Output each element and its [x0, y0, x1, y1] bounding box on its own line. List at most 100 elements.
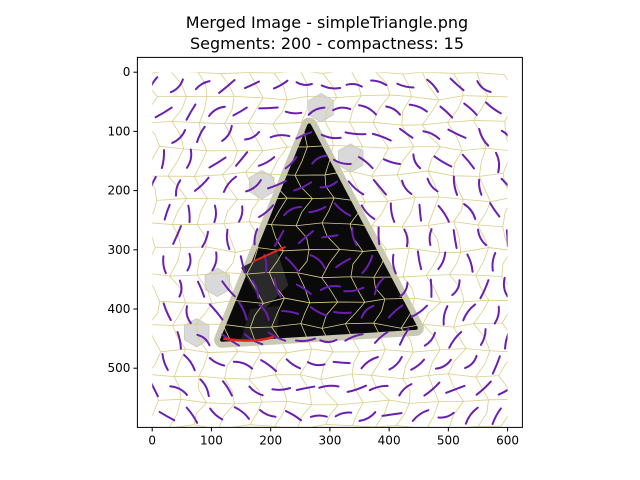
- red-line-upper: [252, 245, 286, 263]
- flow-stroke-13: [476, 80, 492, 93]
- flow-stroke-180: [423, 381, 441, 397]
- flow-stroke-125: [479, 279, 490, 300]
- flow-stroke-172: [221, 380, 233, 397]
- flow-stroke-74: [238, 205, 244, 223]
- flow-stroke-116: [251, 279, 260, 299]
- flow-stroke-190: [309, 414, 328, 418]
- flow-stroke-127: [162, 302, 172, 322]
- flow-stroke-82: [437, 204, 450, 223]
- flow-stroke-41: [500, 129, 508, 137]
- y-tick-label-0: 0: [123, 65, 131, 79]
- x-tick-label-0: 0: [148, 433, 156, 447]
- flow-stroke-104: [284, 256, 300, 274]
- highlight-segment-3: [204, 267, 231, 298]
- flow-stroke-64: [347, 180, 365, 196]
- flow-stroke-51: [382, 158, 402, 166]
- x-tick-label-300: 300: [318, 433, 341, 447]
- flow-stroke-195: [437, 411, 455, 419]
- flow-stroke-33: [295, 131, 313, 140]
- flow-stroke-102: [239, 255, 246, 274]
- flow-stroke-178: [368, 384, 389, 392]
- flow-stroke-157: [208, 357, 226, 367]
- flow-stroke-119: [319, 285, 342, 292]
- flow-stroke-130: [238, 301, 248, 321]
- flow-stroke-100: [186, 252, 192, 272]
- flow-stroke-110: [437, 251, 447, 271]
- flow-stroke-43: [185, 148, 193, 169]
- flow-stroke-48: [311, 154, 328, 165]
- flow-stroke-146: [294, 337, 316, 342]
- highlighted-segments: [183, 93, 364, 348]
- y-tick-label-200: 200: [107, 184, 130, 198]
- flow-stroke-8: [345, 83, 363, 88]
- flow-stroke-94: [403, 228, 409, 248]
- flow-stroke-123: [429, 278, 433, 298]
- flow-stroke-50: [358, 156, 374, 170]
- flow-stroke-76: [283, 205, 303, 217]
- flow-stroke-170: [169, 385, 188, 396]
- plot-area: [152, 72, 508, 428]
- flow-stroke-173: [248, 385, 264, 397]
- flow-stroke-148: [344, 333, 364, 342]
- flow-stroke-59: [222, 175, 237, 193]
- segment-boundary-mesh: [152, 72, 508, 428]
- flow-stroke-163: [360, 355, 379, 370]
- flow-stroke-73: [213, 204, 218, 224]
- x-tick-label-400: 400: [378, 433, 401, 447]
- flow-stroke-84: [489, 202, 501, 218]
- flow-stroke-21: [332, 106, 352, 112]
- flow-stroke-58: [193, 176, 210, 192]
- flow-stroke-39: [447, 128, 467, 139]
- flow-stroke-53: [433, 155, 453, 168]
- flow-stroke-162: [332, 360, 351, 365]
- flow-stroke-81: [418, 203, 423, 222]
- y-axis-ticks: 0 100 200 300 400 500: [107, 65, 138, 375]
- flow-stroke-117: [273, 277, 282, 298]
- flow-stroke-136: [387, 304, 404, 319]
- flow-stroke-107: [361, 254, 374, 274]
- flow-stroke-185: [185, 406, 199, 424]
- red-boundary-lines: [223, 245, 286, 342]
- flow-stroke-37: [398, 127, 414, 139]
- flow-stroke-4: [243, 80, 260, 90]
- flow-stroke-197: [491, 407, 502, 426]
- flow-stroke-35: [344, 131, 367, 136]
- flow-stroke-34: [320, 133, 342, 140]
- flow-stroke-134: [333, 310, 352, 314]
- flow-stroke-23: [385, 105, 401, 116]
- flow-stroke-93: [377, 226, 381, 246]
- chart-title-line2: Segments: 200 - compactness: 15: [190, 34, 464, 53]
- flow-stroke-152: [448, 330, 463, 349]
- flow-stroke-29: [196, 125, 206, 144]
- highlight-segment-1: [337, 143, 364, 173]
- flow-stroke-17: [232, 106, 248, 117]
- flow-stroke-153: [479, 328, 487, 346]
- flow-stroke-191: [334, 411, 353, 418]
- flow-stroke-192: [358, 411, 377, 422]
- y-tick-label-500: 500: [107, 361, 130, 375]
- flow-stroke-115: [221, 280, 236, 298]
- flow-stroke-18: [258, 106, 279, 110]
- flow-stroke-79: [360, 204, 376, 220]
- flow-stroke-91: [321, 234, 339, 239]
- flow-stroke-87: [225, 228, 231, 251]
- flow-stroke-135: [360, 304, 375, 319]
- flow-stroke-86: [201, 230, 209, 248]
- flow-stroke-188: [259, 409, 277, 418]
- flow-stroke-3: [218, 79, 236, 94]
- flow-stroke-133: [309, 306, 328, 317]
- flow-stroke-0: [152, 76, 159, 87]
- flow-stroke-12: [449, 77, 465, 92]
- flow-stroke-171: [199, 378, 210, 398]
- flow-stroke-63: [319, 180, 338, 189]
- flow-stroke-159: [260, 359, 278, 373]
- flow-stroke-106: [335, 257, 352, 269]
- flow-stroke-108: [391, 253, 397, 275]
- flow-stroke-141: [176, 331, 182, 350]
- chart-title-line1: Merged Image - simpleTriangle.png: [186, 13, 468, 32]
- x-tick-label-100: 100: [200, 433, 223, 447]
- flow-stroke-111: [466, 253, 474, 273]
- red-line-lower: [223, 335, 275, 342]
- flow-stroke-156: [183, 353, 196, 372]
